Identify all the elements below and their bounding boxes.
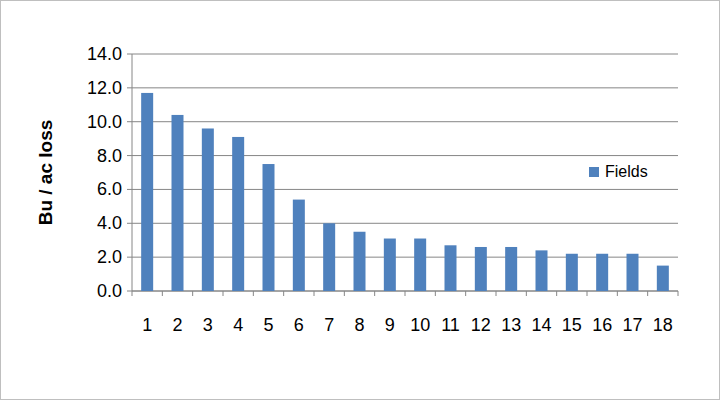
x-tick — [314, 291, 315, 296]
grid-line — [132, 189, 678, 190]
x-tick — [465, 291, 466, 296]
x-tick — [223, 291, 224, 296]
x-tick-label: 10 — [410, 315, 430, 335]
grid-line — [132, 87, 678, 88]
bar — [596, 254, 608, 291]
chart-border — [1, 1, 720, 400]
grid-line — [132, 54, 678, 55]
bar — [263, 164, 275, 291]
x-tick — [678, 291, 679, 296]
bar — [354, 232, 366, 291]
x-tick-label: 18 — [653, 315, 673, 335]
bar — [627, 254, 639, 291]
x-tick-label: 8 — [354, 315, 364, 335]
grid-line — [132, 257, 678, 258]
x-tick-label: 9 — [385, 315, 395, 335]
x-tick-label: 13 — [501, 315, 521, 335]
y-tick-label: 8.0 — [97, 146, 122, 166]
y-tick-label: 14.0 — [87, 44, 122, 64]
x-tick-label: 2 — [172, 315, 182, 335]
grid-line — [132, 121, 678, 122]
x-tick — [405, 291, 406, 296]
x-tick — [374, 291, 375, 296]
bar — [384, 239, 396, 291]
y-tick — [127, 87, 132, 88]
bars — [141, 93, 669, 291]
y-axis — [132, 54, 133, 291]
y-tick — [127, 223, 132, 224]
y-tick — [127, 257, 132, 258]
y-tick — [127, 121, 132, 122]
x-tick-label: 6 — [294, 315, 304, 335]
legend-swatch — [589, 167, 599, 177]
y-tick-label: 2.0 — [97, 247, 122, 267]
x-tick — [162, 291, 163, 296]
x-tick-label: 4 — [233, 315, 243, 335]
x-tick-label: 15 — [562, 315, 582, 335]
y-tick-label: 6.0 — [97, 179, 122, 199]
bar — [566, 254, 578, 291]
bar — [293, 200, 305, 291]
bar — [505, 247, 517, 291]
x-tick-label: 7 — [324, 315, 334, 335]
y-tick-label: 4.0 — [97, 213, 122, 233]
grid-line — [132, 223, 678, 224]
bar — [657, 266, 669, 291]
x-tick — [253, 291, 254, 296]
y-axis-label: Bu / ac loss — [35, 120, 56, 226]
y-tick — [127, 291, 132, 292]
y-tick-label: 12.0 — [87, 78, 122, 98]
x-tick — [617, 291, 618, 296]
x-tick — [587, 291, 588, 296]
x-tick — [132, 291, 133, 296]
bar — [202, 128, 214, 291]
x-tick — [496, 291, 497, 296]
x-tick — [526, 291, 527, 296]
x-tick-label: 17 — [622, 315, 642, 335]
bar — [232, 137, 244, 291]
legend-label: Fields — [605, 163, 648, 180]
y-tick — [127, 189, 132, 190]
bar — [445, 245, 457, 291]
x-tick — [435, 291, 436, 296]
x-tick — [283, 291, 284, 296]
bar — [414, 239, 426, 291]
bar — [475, 247, 487, 291]
x-tick-label: 16 — [592, 315, 612, 335]
x-tick-label: 5 — [263, 315, 273, 335]
bar — [172, 115, 184, 291]
bar — [536, 250, 548, 291]
bar — [323, 223, 335, 291]
y-tick-label: 0.0 — [97, 281, 122, 301]
y-tick — [127, 155, 132, 156]
x-tick-label: 12 — [471, 315, 491, 335]
x-tick-label: 11 — [441, 315, 460, 335]
x-tick-label: 14 — [531, 315, 551, 335]
x-tick — [556, 291, 557, 296]
x-tick-label: 3 — [203, 315, 213, 335]
x-tick-label: 1 — [142, 315, 152, 335]
y-tick-label: 10.0 — [87, 112, 122, 132]
grid-line — [132, 155, 678, 156]
x-tick — [192, 291, 193, 296]
y-tick — [127, 54, 132, 55]
x-tick — [344, 291, 345, 296]
bar — [141, 93, 153, 291]
x-tick — [647, 291, 648, 296]
